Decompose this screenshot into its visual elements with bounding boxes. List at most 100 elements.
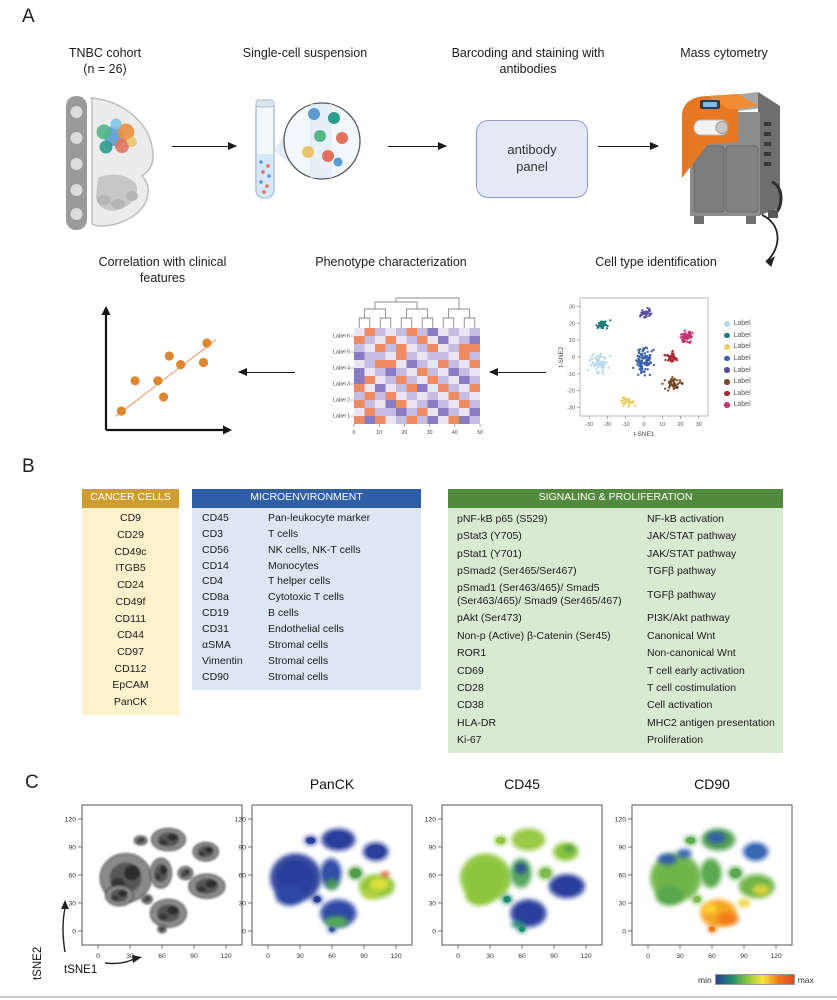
marker-name: Ki-67 [457, 734, 482, 747]
marker-name: ROR1 [457, 647, 487, 660]
legend-dot [724, 390, 730, 397]
marker-desc: NK cells, NK-T cells [268, 543, 361, 556]
svg-text:120: 120 [235, 816, 247, 823]
cancer-marker: CD49f [115, 595, 146, 608]
microenvironment-row: CD8a Cytotoxic T cells [192, 590, 421, 606]
legend-item: Label [724, 376, 751, 388]
legend-dot [724, 321, 730, 327]
marker-name: pSmad1 (Ser463/465)/ Smad5 (Ser463/465)/… [457, 582, 622, 608]
signaling-row: pStat3 (Y705) JAK/STAT pathway [448, 528, 783, 545]
breast-tumor-illustration-icon [66, 96, 154, 230]
svg-text:60: 60 [328, 953, 336, 960]
svg-text:30: 30 [68, 900, 76, 907]
signaling-row: CD38 Cell activation [448, 697, 783, 714]
legend-item: Label [724, 341, 751, 353]
antibody-panel-box-label: antibody panel [507, 142, 557, 174]
step1-title-line2: (n = 26) [83, 61, 127, 76]
marker-name: pAkt (Ser473) [457, 612, 522, 625]
arrow-step4-to-step5 [761, 214, 779, 268]
panel-c-label: C [25, 772, 39, 793]
celltype-tsne-plot: 30 20 10 0 -10 -20 -30 -30 -20 -10 0 10 20 30 t-SNE1 t-… [556, 294, 724, 451]
tsne2-axis-label: tSNE2 [32, 946, 44, 980]
svg-text:30: 30 [618, 900, 626, 907]
svg-text:-10: -10 [622, 422, 630, 428]
legend-label: Label [733, 389, 751, 397]
marker-name: αSMA [202, 639, 231, 652]
marker-desc: Stromal cells [268, 670, 329, 683]
marker-desc: Non-canonical Wnt [647, 647, 736, 660]
microenvironment-header: MICROENVIRONMENT [192, 489, 421, 508]
svg-text:10: 10 [376, 430, 382, 436]
svg-text:-10: -10 [567, 372, 575, 378]
svg-text:60: 60 [158, 953, 166, 960]
microenvironment-row: CD45 Pan-leukocyte marker [192, 511, 421, 527]
svg-text:-20: -20 [604, 422, 612, 428]
marker-desc: MHC2 antigen presentation [647, 716, 775, 729]
marker-desc: JAK/STAT pathway [647, 530, 737, 543]
signaling-row: pSmad2 (Ser465/Ser467) TGFβ pathway [448, 563, 783, 580]
microenvironment-row: αSMA Stromal cells [192, 638, 421, 654]
svg-text:Label 5: Label 5 [333, 350, 350, 356]
marker-desc: NF-kB activation [647, 512, 725, 525]
svg-text:120: 120 [615, 816, 627, 823]
marker-name: Vimentin [202, 655, 243, 668]
legend-dot [724, 402, 730, 408]
marker-name: CD38 [457, 699, 484, 712]
cancer-marker: CD111 [114, 612, 147, 625]
microenvironment-row: CD3 T cells [192, 526, 421, 542]
svg-text:20: 20 [678, 422, 684, 428]
legend-label: Label [733, 355, 751, 363]
signaling-row: pAkt (Ser473) PI3K/Akt pathway [448, 610, 783, 627]
marker-name: CD14 [202, 559, 229, 572]
svg-text:120: 120 [390, 953, 402, 960]
marker-desc: TGFβ pathway [647, 565, 717, 578]
marker-desc: PI3K/Akt pathway [647, 612, 730, 625]
arrow-step2-to-step3 [388, 142, 447, 150]
signaling-row: Non-p (Active) β-Catenin (Ser45) Canonica… [448, 627, 783, 644]
svg-text:90: 90 [238, 844, 246, 851]
cancer-cells-table: CANCER CELLS CD9 CD29 CD49c ITGB5 CD24 CD49f C… [82, 489, 179, 716]
marker-desc: Pan-leukocyte marker [268, 511, 371, 524]
microenvironment-table: MICROENVIRONMENT CD45 Pan-leukocyte marke… [192, 489, 421, 690]
density-plot-contour: 120 90 60 30 0 0 30 60 90 120 [65, 804, 243, 960]
svg-text:30: 30 [427, 430, 433, 436]
cancer-marker: CD49c [114, 545, 147, 558]
svg-text:60: 60 [68, 872, 76, 879]
svg-text:90: 90 [190, 953, 198, 960]
svg-text:t-SNE1: t-SNE1 [634, 431, 655, 438]
svg-text:20: 20 [569, 321, 575, 327]
marker-name: CD56 [202, 543, 229, 556]
marker-desc: Canonical Wnt [647, 629, 716, 642]
svg-text:10: 10 [659, 422, 665, 428]
arrow-step1-to-step2 [172, 142, 237, 150]
svg-text:90: 90 [740, 953, 748, 960]
svg-text:Label 4: Label 4 [333, 366, 350, 372]
tsne1-axis-label: tSNE1 [64, 964, 98, 976]
arrow-step5-to-step6 [489, 368, 546, 376]
panel-a-label: A [22, 6, 35, 27]
legend-item: Label [724, 388, 751, 400]
svg-text:60: 60 [238, 872, 246, 879]
cancer-marker: CD24 [117, 579, 144, 592]
cancer-marker: CD112 [114, 662, 147, 675]
microenvironment-row: CD4 T helper cells [192, 574, 421, 590]
svg-text:0: 0 [353, 430, 356, 436]
legend-item: Label [724, 399, 751, 411]
svg-text:0: 0 [646, 953, 650, 960]
colorbar-gradient [714, 974, 795, 985]
signaling-row: HLA-DR MHC2 antigen presentation [448, 714, 783, 731]
cell-suspension-tube-icon [255, 99, 361, 199]
cancer-marker: CD29 [117, 528, 144, 541]
signaling-row: CD69 T cell early activation [448, 662, 783, 679]
legend-item: Label [724, 330, 751, 342]
svg-text:40: 40 [452, 430, 458, 436]
svg-text:-30: -30 [567, 406, 575, 412]
svg-text:0: 0 [643, 422, 646, 428]
signaling-row: ROR1 Non-canonical Wnt [448, 645, 783, 662]
marker-name: CD90 [202, 670, 229, 683]
svg-text:0: 0 [572, 355, 575, 361]
marker-desc: T cell early activation [647, 664, 745, 677]
colorbar-max-label: max [797, 974, 814, 985]
arrow-step3-to-step4 [598, 142, 659, 150]
